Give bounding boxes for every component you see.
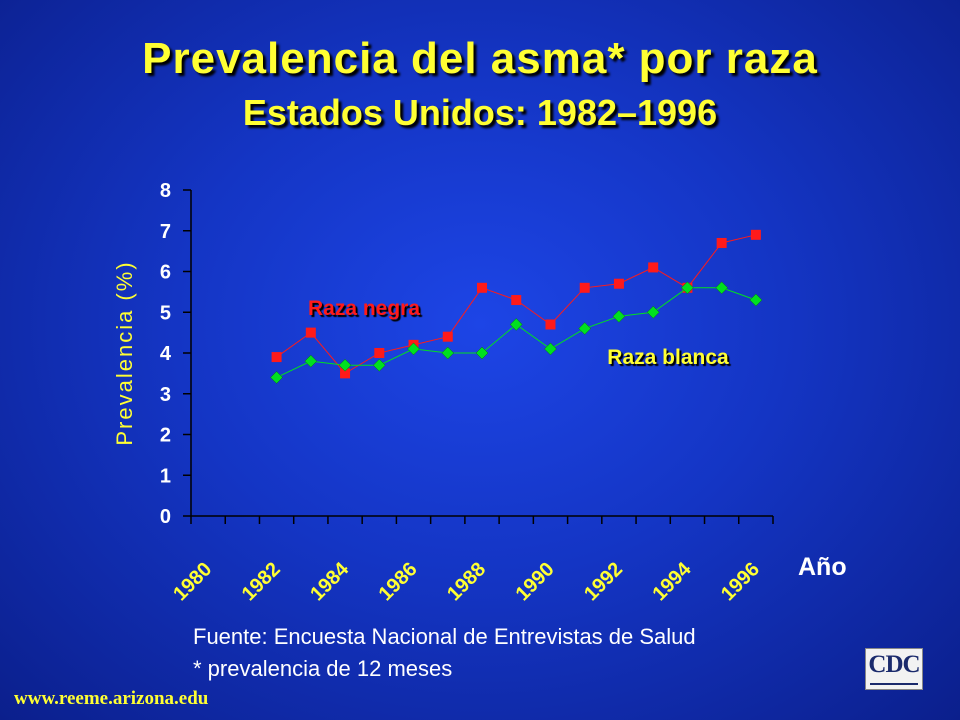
data-point-raza-blanca (646, 305, 660, 319)
data-point-raza-negra (750, 229, 761, 240)
chart-series (270, 229, 763, 384)
x-tick-label: 1980 (169, 558, 216, 605)
data-point-raza-blanca (475, 346, 489, 360)
data-point-raza-negra (477, 282, 487, 293)
data-point-raza-negra (511, 295, 522, 306)
website-url: www.reeme.arizona.edu (14, 688, 209, 709)
data-point-raza-blanca (681, 281, 694, 295)
y-tick-label: 2 (160, 425, 171, 447)
x-tick-label: 1992 (580, 558, 627, 605)
y-tick-label: 5 (160, 302, 171, 324)
data-point-raza-blanca (372, 358, 386, 372)
x-axis-title: Año (798, 553, 847, 581)
x-tick-label: 1994 (649, 558, 697, 606)
x-tick-label: 1984 (306, 558, 354, 606)
data-point-raza-negra (340, 368, 351, 379)
data-point-raza-negra (442, 331, 453, 342)
data-point-raza-blanca (612, 309, 626, 323)
data-point-raza-blanca (715, 281, 729, 295)
x-tick-label: 1986 (375, 558, 422, 605)
chart-labels: 0 1 2 3 4 5 6 7 8 1980 1982 1984 1986 1988 1990 1992 199… (112, 180, 847, 605)
chart-axes (183, 189, 774, 524)
source-note: Fuente: Encuesta Nacional de Entrevistas… (193, 624, 696, 649)
data-point-raza-negra (305, 327, 316, 338)
data-point-raza-blanca (338, 358, 352, 372)
y-tick-label: 0 (160, 506, 171, 528)
data-point-raza-blanca (304, 354, 318, 368)
data-point-raza-negra (716, 237, 727, 248)
data-point-raza-negra (579, 282, 590, 293)
footnote: * prevalencia de 12 meses (193, 656, 453, 681)
y-tick-label: 1 (160, 465, 171, 487)
data-point-raza-blanca (441, 346, 455, 360)
y-tick-label: 7 (160, 221, 171, 243)
annotation-raza-negra: Raza negra (308, 297, 420, 320)
y-tick-label: 4 (160, 343, 172, 365)
x-tick-label: 1996 (717, 558, 764, 605)
x-tick-label: 1982 (238, 558, 285, 605)
y-tick-label: 8 (160, 180, 171, 202)
cdc-logo-text: CDC (868, 651, 920, 678)
data-point-raza-negra (648, 262, 659, 273)
data-point-raza-blanca (407, 342, 420, 356)
data-point-raza-blanca (578, 322, 592, 335)
data-point-raza-blanca (544, 342, 557, 356)
data-point-raza-blanca (270, 371, 283, 384)
cdc-logo: CDC (865, 648, 923, 690)
x-tick-label: 1990 (512, 558, 559, 605)
cdc-logo-bar (870, 683, 918, 685)
page-title: Prevalencia del asma* por raza (142, 34, 818, 83)
data-point-raza-negra (613, 278, 624, 289)
data-point-raza-blanca (509, 318, 523, 331)
data-point-raza-negra (271, 352, 282, 363)
x-tick-label: 1988 (443, 558, 490, 605)
y-tick-label: 3 (160, 384, 171, 406)
page-subtitle: Estados Unidos: 1982–1996 (242, 92, 718, 133)
y-tick-label: 6 (160, 262, 171, 284)
data-point-raza-blanca (749, 293, 763, 307)
annotation-raza-blanca: Raza blanca (607, 346, 729, 369)
data-point-raza-negra (545, 319, 556, 330)
y-axis-title: Prevalencia (%) (112, 260, 137, 445)
data-point-raza-negra (374, 348, 385, 358)
